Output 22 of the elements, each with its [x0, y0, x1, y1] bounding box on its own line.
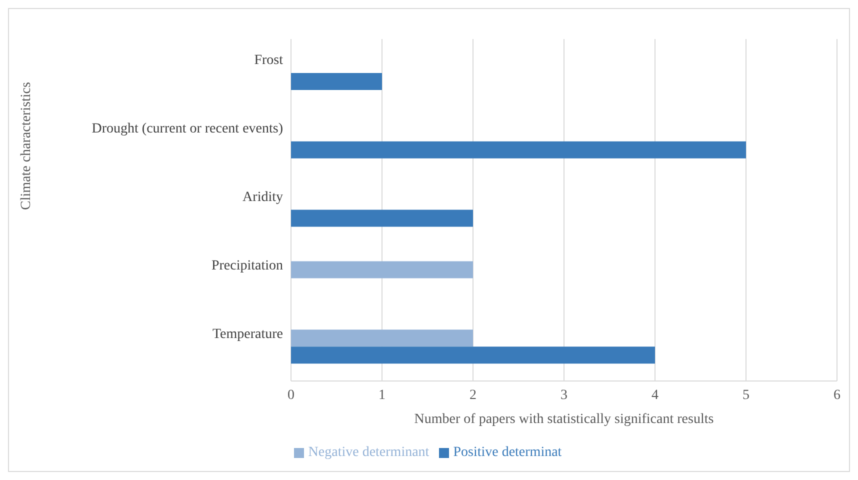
x-tick-label: 2: [470, 388, 476, 403]
bar: [291, 73, 382, 90]
bar: [291, 330, 473, 347]
y-tick-label: Aridity: [242, 190, 283, 205]
legend-label: Positive determinat: [453, 445, 562, 460]
legend-label: Negative determinant: [308, 445, 430, 460]
x-tick-label: 5: [742, 388, 750, 403]
x-tick-label: 6: [834, 388, 840, 403]
x-tick-label: 1: [378, 388, 386, 403]
y-tick-label: Temperature: [212, 326, 283, 342]
bar: [291, 261, 473, 278]
y-tick-label: Frost: [254, 53, 284, 68]
y-tick-label: Drought (current or recent events): [92, 122, 284, 137]
x-axis-title: Number of papers with statistically significant results: [414, 412, 714, 427]
bar: [291, 346, 655, 364]
x-tick-label: 4: [652, 388, 658, 403]
bar: [291, 210, 473, 227]
x-tick-label: 0: [288, 388, 294, 403]
x-tick-label: 3: [560, 388, 568, 403]
bar: [291, 141, 746, 158]
y-axis-title: Climate characteristics: [18, 82, 34, 210]
y-tick-label: Precipitation: [211, 258, 283, 274]
